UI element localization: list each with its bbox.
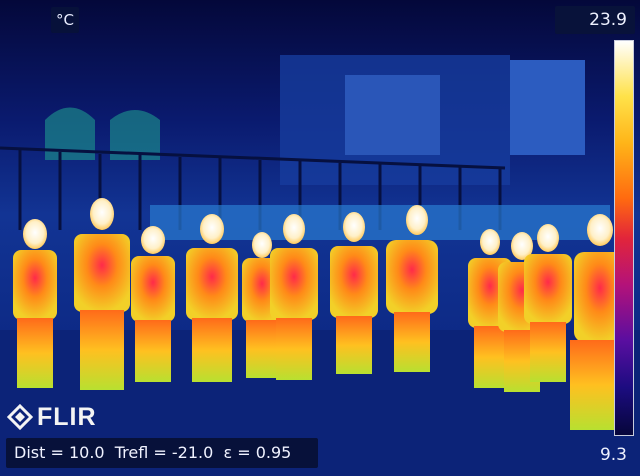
flir-logo: FLIR	[7, 402, 97, 432]
arched-windows	[45, 107, 160, 160]
person	[186, 214, 238, 382]
logo-text: FLIR	[37, 402, 97, 431]
measurement-parameters: Dist = 10.0 Trefl = -21.0 ε = 0.95	[6, 438, 318, 468]
bushes	[150, 205, 610, 240]
unit-label: °C	[51, 7, 79, 33]
window-left	[345, 75, 440, 155]
person	[386, 205, 438, 372]
person	[270, 214, 318, 380]
person	[74, 198, 130, 390]
person	[13, 219, 57, 388]
person	[330, 212, 378, 374]
scale-min-value: 9.3	[599, 445, 627, 465]
temperature-color-scale	[614, 40, 634, 436]
person	[524, 224, 572, 382]
person	[570, 214, 626, 430]
person	[131, 226, 175, 382]
flir-diamond-icon	[7, 404, 33, 430]
window-right	[510, 60, 585, 155]
scale-max-value: 23.9	[555, 6, 635, 34]
